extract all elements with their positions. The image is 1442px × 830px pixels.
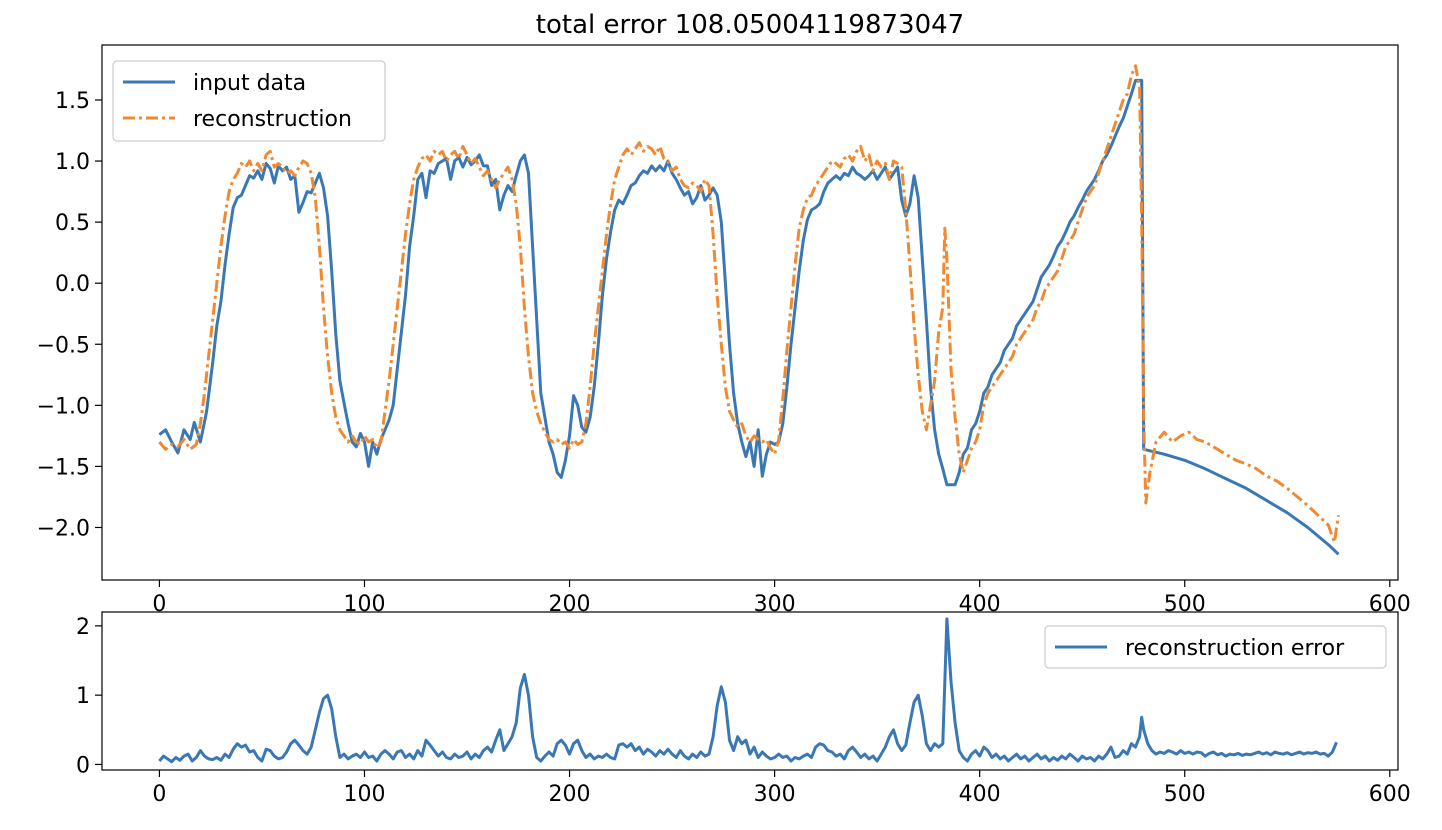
y-tick-label: 1.0 [55,150,90,175]
x-tick-label: 100 [343,782,385,807]
x-tick-label: 500 [1164,782,1206,807]
axes-frame [101,611,1399,771]
legend-label-reconstruction: reconstruction [193,107,352,132]
y-tick-label: −1.5 [37,455,90,480]
x-tick-label: 200 [549,782,591,807]
x-tick-label: 0 [152,592,166,617]
legend-box [112,60,386,142]
axes-frame [101,44,1399,581]
main-plot: 0 100 200 300 400 500 600−2.0−1.5−1.0−0.50.00.… [37,44,1411,617]
legend-label-input-data: input data [193,71,306,96]
chart-title: total error 108.05004119873047 [536,10,964,40]
series-line-input-data [158,78,1340,556]
series-line-reconstruction [158,64,1340,544]
error-plot: 0 100 200 300 400 500 600 0 1 2 reconstruction err… [76,611,1411,807]
y-tick-label: 1.5 [55,89,90,114]
legend: reconstruction error [1044,625,1387,669]
x-tick-label: 300 [754,782,796,807]
legend-label-reconstruction-error: reconstruction error [1125,636,1345,661]
x-tick-label: 400 [959,782,1001,807]
x-tick-label: 0 [152,782,166,807]
series-line-reconstruction-error [158,617,1338,764]
legend-box [1044,625,1387,669]
y-tick-label: 1 [76,684,90,709]
y-tick-label: 0.0 [55,272,90,297]
y-tick-label: 0.5 [55,211,90,236]
y-tick-label: 0 [76,753,90,778]
y-tick-label: −1.0 [37,394,90,419]
x-tick-label: 600 [1369,782,1411,807]
y-tick-label: 2 [76,615,90,640]
y-tick-label: −0.5 [37,333,90,358]
y-tick-label: −2.0 [37,516,90,541]
legend: input data reconstruction [112,60,386,142]
